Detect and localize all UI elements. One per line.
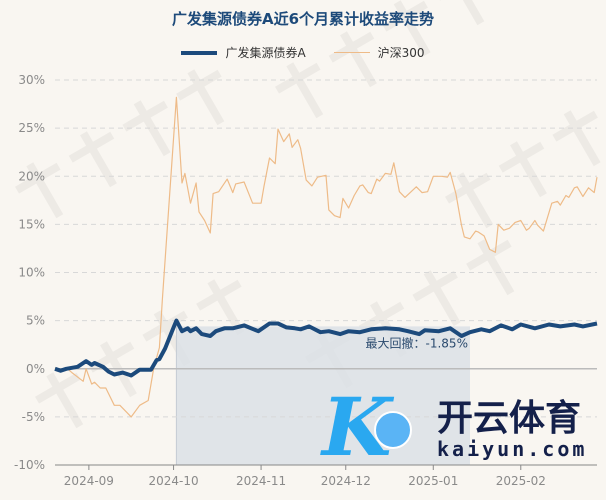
watermark-stroke xyxy=(456,172,494,229)
watermark-stroke xyxy=(275,62,321,94)
y-tick-label: 5% xyxy=(26,314,45,328)
watermark-stroke xyxy=(142,310,188,342)
logo-text: 开云体育 xyxy=(437,398,581,439)
legend-item-index[interactable]: 沪深300 xyxy=(333,44,425,61)
watermark-stroke xyxy=(46,372,84,429)
watermark-stroke xyxy=(207,279,245,336)
legend-label-fund: 广发集源债券A xyxy=(225,46,306,60)
y-tick-label: 0% xyxy=(26,362,45,376)
x-tick-label: 2024-09 xyxy=(64,474,114,488)
legend-swatch-index xyxy=(333,52,370,53)
logo-subtext: kaiyun.com xyxy=(437,437,587,461)
x-tick-label: 2025-02 xyxy=(496,474,546,488)
watermark-stroke xyxy=(26,162,64,219)
watermark-stroke xyxy=(447,0,485,26)
watermark-stroke xyxy=(436,0,482,1)
legend: 广发集源债券A 沪深300 xyxy=(0,44,606,61)
watermark-stroke xyxy=(35,372,81,404)
watermark-stroke xyxy=(412,270,458,302)
watermark-stroke xyxy=(563,110,601,167)
max-drawdown-label: 最大回撤：-1.85% xyxy=(366,336,468,351)
x-tick-label: 2024-12 xyxy=(321,474,371,488)
watermark-stroke xyxy=(358,301,405,333)
watermark-stroke xyxy=(286,62,324,119)
watermark-stroke xyxy=(328,31,375,63)
watermark-stroke xyxy=(196,279,242,311)
watermark-stroke xyxy=(552,110,598,142)
watermark-stroke xyxy=(187,69,225,126)
watermark-stroke xyxy=(340,31,377,88)
y-tick-label: -10% xyxy=(14,458,45,472)
watermark-mark xyxy=(445,110,601,229)
watermark-mark xyxy=(275,0,485,119)
watermark-stroke xyxy=(382,0,428,32)
watermark-stroke xyxy=(122,100,168,132)
legend-swatch-fund xyxy=(181,50,218,55)
watermark-stroke xyxy=(133,100,171,157)
y-tick-label: 20% xyxy=(18,169,45,183)
x-tick-label: 2024-10 xyxy=(148,474,198,488)
watermark-stroke xyxy=(423,270,461,327)
watermark-stroke xyxy=(393,0,431,57)
y-tick-label: 30% xyxy=(18,73,45,87)
watermark-stroke xyxy=(80,131,117,188)
watermark-mark xyxy=(15,69,225,219)
y-tick-label: -5% xyxy=(22,410,45,424)
max-drawdown-area xyxy=(176,326,470,465)
logo-ball-icon xyxy=(374,411,412,449)
watermark-stroke xyxy=(477,239,515,296)
watermark-stroke xyxy=(68,131,115,163)
series-line-fund xyxy=(54,318,598,378)
legend-label-index: 沪深300 xyxy=(377,46,425,60)
watermark-stroke xyxy=(510,141,547,198)
watermark-stroke xyxy=(466,239,512,271)
watermark-stroke xyxy=(15,162,61,194)
y-tick-label: 25% xyxy=(18,121,45,135)
y-tick-label: 15% xyxy=(18,217,45,231)
watermark-stroke xyxy=(176,69,222,101)
chart-title: 广发集源债券A近6个月累计收益率走势 xyxy=(171,10,435,28)
x-tick-label: 2024-11 xyxy=(236,474,286,488)
x-tick-label: 2025-01 xyxy=(408,474,458,488)
legend-item-fund[interactable]: 广发集源债券A xyxy=(181,44,306,61)
watermark-stroke xyxy=(498,141,545,173)
y-tick-label: 10% xyxy=(18,266,45,280)
